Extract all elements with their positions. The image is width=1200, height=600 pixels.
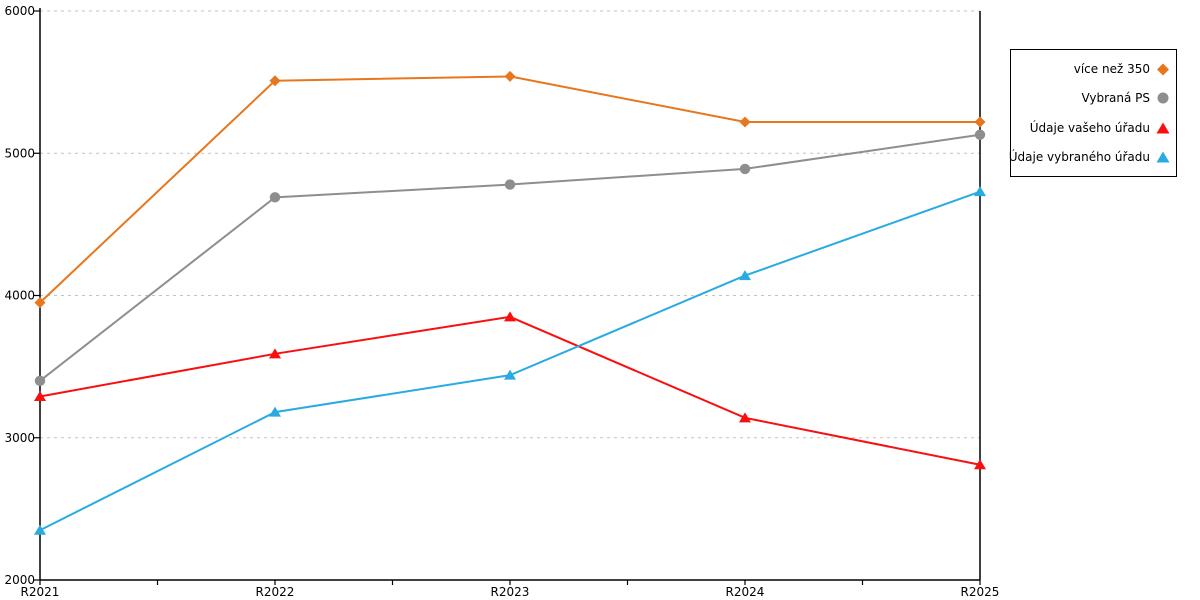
svg-text:2000: 2000: [4, 573, 35, 587]
legend-item: Údaje vašeho úřadu: [1017, 121, 1170, 135]
svg-text:R2024: R2024: [726, 585, 765, 599]
legend: více než 350 Vybraná PS Údaje vašeho úřa…: [1009, 49, 1177, 177]
svg-text:6000: 6000: [4, 4, 35, 18]
legend-label: více než 350: [1073, 61, 1150, 76]
svg-text:3000: 3000: [4, 431, 35, 445]
legend-item: Údaje vybraného úřadu: [1009, 150, 1170, 164]
legend-item: více než 350: [1017, 62, 1170, 76]
legend-label: Údaje vybraného úřadu: [1008, 150, 1150, 165]
svg-text:R2023: R2023: [491, 585, 530, 599]
legend-marker-diamond-icon: [1157, 63, 1169, 76]
legend-item: Vybraná PS: [1017, 91, 1170, 105]
legend-marker-triangle-icon: [1156, 122, 1170, 134]
legend-label: Vybraná PS: [1081, 91, 1150, 106]
svg-text:5000: 5000: [4, 146, 35, 160]
svg-text:R2025: R2025: [961, 585, 1000, 599]
svg-text:R2022: R2022: [256, 585, 295, 599]
svg-text:R2021: R2021: [21, 585, 60, 599]
plot-area: 2000 3000 4000 5000 6000 R2021 R2022 R2023 R2024…: [4, 4, 1000, 599]
legend-label: Údaje vašeho úřadu: [1029, 120, 1150, 135]
legend-marker-triangle-icon: [1156, 151, 1170, 163]
legend-marker-circle-icon: [1157, 92, 1169, 104]
svg-text:4000: 4000: [4, 289, 35, 303]
